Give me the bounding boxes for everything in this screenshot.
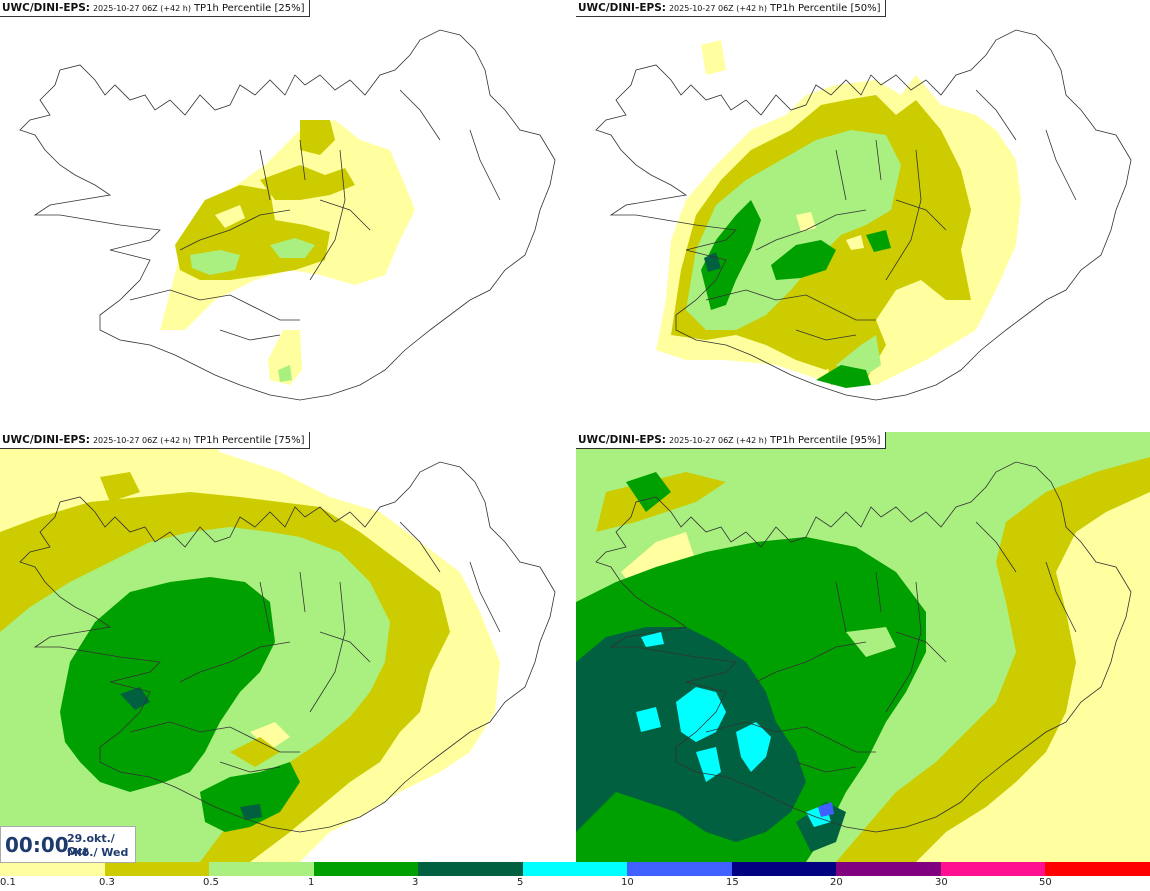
colorbar-segment — [0, 862, 105, 876]
colorbar-tick-label: 1 — [308, 877, 315, 888]
precip-map-p50 — [595, 29, 1132, 401]
colorbar-tick-label: 0.1 — [0, 877, 16, 888]
colorbar-segment — [418, 862, 523, 876]
colorbar-segment — [104, 862, 210, 876]
panel-title: UWC/DINI-EPS: 2025-10-27 06Z (+42 h) TP1h … — [0, 432, 310, 449]
precip-map-p95 — [576, 432, 1150, 862]
colorbar-segment — [627, 862, 732, 876]
colorbar-tick-label: 15 — [726, 877, 739, 888]
precip-field — [0, 432, 500, 862]
colorbar-tick-label: 0.3 — [99, 877, 115, 888]
valid-date-line1: 29.okt./ Oct — [67, 832, 115, 858]
map-panel-p25: UWC/DINI-EPS: 2025-10-27 06Z (+42 h) TP1h … — [0, 0, 574, 430]
colorbar-ticks: 0.1 0.3 0.5 1 3 5 10 15 20 30 50 — [0, 877, 1150, 891]
coastline — [19, 29, 556, 401]
precip-map-p75 — [0, 432, 556, 862]
colorbar-segment — [522, 862, 628, 876]
colorbar-segment — [940, 862, 1046, 876]
valid-time-box: 00:00 29.okt./ Oct Mið./ Wed — [0, 826, 136, 863]
valid-time-clock: 00:00 — [5, 833, 69, 857]
map-panel-p95: UWC/DINI-EPS: 2025-10-27 06Z (+42 h) TP1h … — [576, 432, 1150, 862]
map-panel-p50: UWC/DINI-EPS: 2025-10-27 06Z (+42 h) TP1h … — [576, 0, 1150, 430]
coastline — [595, 29, 1132, 401]
precip-field — [160, 120, 415, 385]
colorbar-segment — [731, 862, 837, 876]
colorbar-tick-label: 50 — [1039, 877, 1052, 888]
coastline — [19, 461, 556, 833]
precip-field — [576, 432, 1150, 862]
colorbar-tick-label: 0.5 — [203, 877, 219, 888]
colorbar-segment — [836, 862, 941, 876]
precip-field — [656, 40, 1021, 388]
colorbar-tick-label: 30 — [935, 877, 948, 888]
valid-date-line2: Mið./ Wed — [67, 846, 129, 859]
colorbar-tick-label: 10 — [621, 877, 634, 888]
colorbar-tick-label: 3 — [412, 877, 419, 888]
coastline — [595, 461, 1132, 833]
colorbar-tick-label: 5 — [517, 877, 524, 888]
map-panel-p75: UWC/DINI-EPS: 2025-10-27 06Z (+42 h) TP1h … — [0, 432, 574, 862]
panel-title: UWC/DINI-EPS: 2025-10-27 06Z (+42 h) TP1h … — [0, 0, 310, 17]
panel-title: UWC/DINI-EPS: 2025-10-27 06Z (+42 h) TP1h … — [576, 432, 886, 449]
colorbar-segment — [209, 862, 314, 876]
colorbar-tick-label: 20 — [830, 877, 843, 888]
colorbar-segment — [1045, 862, 1150, 876]
precip-map-p25 — [19, 29, 556, 401]
colorbar-segment — [313, 862, 419, 876]
panel-title: UWC/DINI-EPS: 2025-10-27 06Z (+42 h) TP1h … — [576, 0, 886, 17]
precip-colorbar — [0, 862, 1150, 876]
